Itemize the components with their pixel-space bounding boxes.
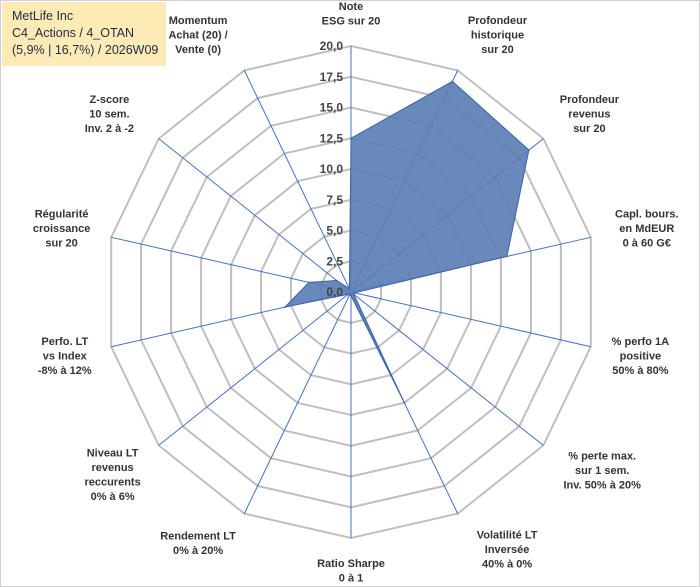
axis-label-9: Niveau LT revenus reccurents 0% à 6%	[84, 448, 140, 504]
data-point-3	[506, 255, 508, 258]
data-point-2	[528, 149, 530, 151]
axis-label-13: Momentum Achat (20) / Vente (0)	[168, 15, 227, 56]
portfolio-path: C4_Actions / 4_OTAN	[12, 26, 135, 40]
spoke-5	[350, 291, 544, 446]
data-point-10	[284, 306, 286, 308]
axis-label-6: Volatilité LT Inversée 40% à 0%	[477, 530, 538, 571]
axis-label-12: Z-score 10 sem. Inv. 2 à -2	[85, 94, 134, 135]
tick-label: 10,0	[320, 162, 344, 176]
tick-label: 5,0	[326, 224, 343, 238]
series-area	[283, 80, 530, 404]
axis-label-1: Profondeur historique sur 20	[468, 15, 528, 56]
axis-label-10: Perfo. LT vs Index -8% à 12%	[38, 336, 92, 377]
data-point-7	[350, 294, 352, 297]
tick-label: 15,0	[320, 101, 344, 115]
spoke-8	[243, 291, 352, 514]
company-name: MetLife Inc	[12, 9, 74, 23]
radar-tick-labels: 0,0 2,5 5,0 7,5 10,0 12,5 15,0 17,5 20,0	[320, 39, 344, 299]
axis-label-4: % perfo 1A positive 50% à 80%	[612, 336, 670, 377]
data-point-9	[347, 293, 349, 296]
data-point-11	[308, 281, 310, 284]
axis-label-3: Capl. bours. en MdEUR 0 à 60 G€	[615, 209, 679, 250]
spoke-9	[158, 291, 352, 446]
radar-axis-labels: Note ESG sur 20 Profondeur historique sur 20…	[33, 1, 679, 585]
tick-label: 2,5	[326, 254, 343, 268]
tick-label: 12,5	[320, 131, 344, 145]
performance-period: (5,9% | 16,7%) / 2026W09	[12, 43, 159, 57]
data-point-13	[348, 287, 351, 290]
tick-label: 7,5	[326, 193, 343, 207]
axis-label-11: Régularité croissance sur 20	[33, 209, 90, 250]
radar-series	[283, 80, 530, 404]
axis-label-8: Rendement LT 0% à 20%	[160, 530, 236, 557]
info-box: MetLife Inc C4_Actions / 4_OTAN (5,9% | …	[2, 2, 166, 66]
data-point-8	[348, 294, 351, 297]
tick-label: 17,5	[320, 70, 344, 84]
axis-label-2: Profondeur revenus sur 20	[560, 94, 620, 135]
data-point-1	[451, 80, 454, 83]
spoke-13	[243, 70, 352, 293]
data-point-6	[403, 402, 406, 404]
axis-label-0: Note ESG sur 20	[322, 1, 381, 28]
spoke-4	[350, 291, 591, 348]
data-point-5	[353, 293, 355, 296]
spoke-12	[158, 138, 352, 293]
axis-label-5: % perte max. sur 1 sem. Inv. 50% à 20%	[563, 450, 641, 491]
data-point-0	[350, 137, 352, 140]
data-point-4	[353, 292, 356, 294]
tick-label: 0,0	[326, 285, 343, 299]
axis-label-7: Ratio Sharpe 0 à 1	[317, 558, 385, 585]
tick-label: 20,0	[320, 39, 344, 53]
data-point-12	[335, 279, 338, 282]
